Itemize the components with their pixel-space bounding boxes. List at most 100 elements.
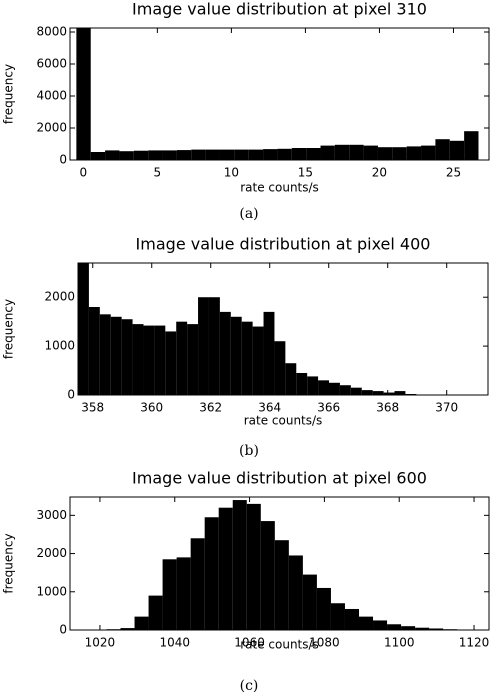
axes-box [69, 27, 490, 161]
bar [143, 325, 155, 395]
bar [449, 140, 465, 160]
x-tick-label: 364 [258, 401, 281, 415]
y-tick-label: 8000 [36, 25, 67, 39]
bar [263, 311, 275, 395]
bar [291, 148, 307, 160]
bar [464, 131, 479, 160]
bar [285, 363, 297, 395]
bar [320, 145, 335, 160]
bar [252, 326, 264, 395]
bar [99, 314, 111, 395]
bar [110, 316, 122, 395]
y-tick-label: 1000 [44, 339, 75, 353]
x-tick-label: 1040 [159, 636, 190, 650]
bar [307, 376, 319, 395]
y-axis-label: frequency [2, 533, 16, 593]
x-tick-label: 1120 [459, 636, 490, 650]
bar [78, 263, 89, 395]
chart-title: Image value distribution at pixel 310 [132, 0, 427, 19]
bar [219, 149, 235, 160]
bar [90, 152, 106, 160]
x-tick-label: 1020 [85, 636, 116, 650]
bar [260, 521, 275, 630]
y-axis-label: frequency [2, 299, 16, 359]
bar [133, 150, 149, 160]
bar [415, 627, 430, 630]
bar [246, 503, 261, 630]
bar [232, 500, 247, 630]
axes-box [77, 262, 489, 396]
bar [329, 382, 340, 395]
x-tick-label: 362 [199, 401, 222, 415]
bar [148, 150, 163, 160]
y-tick-label: 1000 [36, 584, 67, 598]
bar [318, 380, 330, 395]
plot-area [76, 28, 479, 160]
bar [191, 149, 206, 160]
x-tick-label: 1100 [384, 636, 415, 650]
x-tick-label: 15 [298, 166, 313, 180]
y-tick-label: 0 [59, 153, 67, 167]
bar [204, 517, 219, 630]
bar [277, 148, 292, 160]
bar [88, 307, 100, 395]
bar [187, 324, 199, 395]
bar [263, 149, 278, 160]
bar [219, 311, 231, 395]
x-tick-label: 366 [317, 401, 340, 415]
bar [288, 555, 303, 630]
x-tick-label: 10 [224, 166, 239, 180]
x-tick-label: 370 [435, 401, 458, 415]
x-tick-label: 20 [372, 166, 387, 180]
bar [361, 390, 373, 395]
bar [162, 150, 177, 160]
bar [120, 628, 135, 630]
x-tick-label: 358 [81, 401, 104, 415]
x-tick-label: 0 [80, 166, 88, 180]
bar [198, 297, 209, 395]
x-tick-label: 1080 [309, 636, 340, 650]
bar [76, 28, 91, 160]
y-tick-label: 4000 [36, 89, 67, 103]
bar [296, 373, 308, 395]
bar [165, 331, 177, 395]
bar [406, 146, 422, 160]
bar [121, 319, 133, 395]
bar [218, 507, 233, 630]
bar [387, 624, 402, 630]
caption: (a) [239, 206, 258, 222]
bar [421, 145, 436, 160]
bar [134, 616, 149, 630]
x-tick-label: 1060 [234, 636, 265, 650]
bar [363, 145, 378, 160]
y-tick-label: 6000 [36, 57, 67, 71]
bar [208, 297, 220, 395]
bar [334, 144, 350, 160]
axes-box [69, 496, 490, 631]
y-tick-label: 3000 [36, 508, 67, 522]
bar [154, 325, 166, 395]
bar [248, 149, 264, 160]
bar [350, 387, 362, 395]
y-tick-label: 2000 [36, 121, 67, 135]
x-tick-label: 368 [376, 401, 399, 415]
bar [176, 557, 191, 630]
bar [349, 144, 364, 160]
bar [148, 595, 163, 630]
bar [306, 148, 321, 160]
bar [394, 391, 406, 395]
bar [132, 324, 144, 395]
y-tick-label: 0 [67, 388, 75, 402]
x-tick-label: 360 [140, 401, 163, 415]
bar [401, 626, 416, 630]
x-axis-label: rate counts/s [240, 181, 319, 195]
bar [435, 139, 450, 160]
bar [339, 385, 351, 395]
bar [392, 147, 407, 160]
x-axis-label: rate counts/s [240, 638, 319, 652]
bar [358, 616, 374, 630]
bar [377, 147, 393, 160]
bar [241, 321, 253, 395]
bar [274, 341, 286, 395]
